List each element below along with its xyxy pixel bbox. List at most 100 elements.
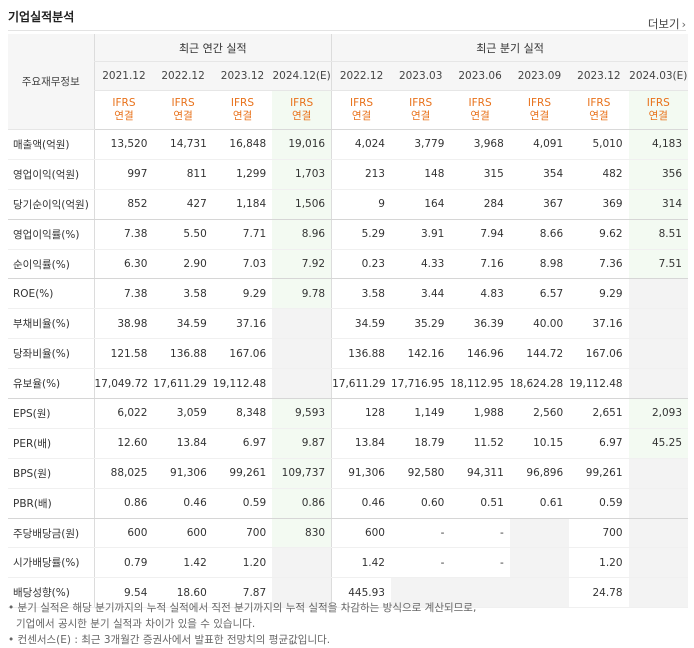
section-title: 기업실적분석: [8, 10, 75, 24]
table-cell: 109,737: [272, 458, 332, 489]
ifrs-label: IFRS 연결: [509, 90, 570, 130]
table-cell: 34.59: [153, 308, 213, 340]
group-annual: 최근 연간 실적: [93, 34, 332, 62]
table-cell: 0.59: [212, 488, 273, 519]
table-cell: 0.60: [390, 488, 451, 519]
table-cell: [272, 577, 332, 609]
period-header: 2023.06: [450, 61, 510, 91]
table-cell: 99,261: [212, 458, 273, 489]
table-cell: 1,506: [272, 189, 332, 220]
table-cell: 1,149: [390, 398, 451, 429]
table-row: ROE(%) 7.38 3.58 9.29 9.78 3.58 3.44 4.83 6.57 9.…: [8, 278, 688, 310]
table-cell: 0.59: [569, 488, 629, 519]
table-cell: 6.30: [93, 249, 154, 280]
table-cell: 7.71: [212, 219, 273, 250]
table-cell: 18,112.95: [450, 368, 510, 400]
table-cell: 38.98: [93, 308, 154, 340]
period-header: 2024.12(E): [272, 61, 332, 91]
ifrs-line1: IFRS: [230, 97, 255, 109]
table-cell: 0.61: [509, 488, 570, 519]
row-label: PBR(배): [8, 488, 94, 519]
table-cell: 9.29: [212, 278, 273, 310]
table-cell: [628, 518, 688, 549]
financial-table: 주요재무정보 최근 연간 실적 최근 분기 실적 2021.12 2022.12 2…: [8, 34, 688, 609]
table-cell: 0.51: [450, 488, 510, 519]
table-cell: -: [390, 547, 451, 579]
footnote-1-text: 분기 실적은 해당 분기까지의 누적 실적에서 직전 분기까지의 누적 실적을 …: [17, 602, 477, 614]
period-header: 2021.12: [93, 61, 154, 91]
table-cell: 91,306: [331, 458, 391, 489]
ifrs-line1: IFRS: [112, 97, 136, 109]
footnote-2: • 컨센서스(E) : 최근 3개월간 증권사에서 발표한 전망치의 평균값입니…: [8, 634, 331, 646]
footnote-1-cont: 기업에서 공시한 분기 실적과 차이가 있을 수 있습니다.: [16, 618, 256, 630]
table-cell: 8.66: [509, 219, 570, 250]
table-cell: 136.88: [153, 338, 213, 370]
table-cell: 7.16: [450, 249, 510, 280]
ifrs-line2: 연결: [470, 110, 490, 122]
table-cell: 1.20: [569, 547, 629, 579]
table-cell: 315: [450, 159, 510, 190]
ifrs-label: IFRS 연결: [569, 90, 629, 130]
table-cell: 9.78: [272, 278, 332, 310]
table-cell: 17,716.95: [390, 368, 451, 400]
table-cell: 17,049.72: [93, 368, 154, 400]
table-cell: 35.29: [390, 308, 451, 340]
more-link-label: 더보기: [647, 17, 680, 31]
table-cell: 367: [509, 189, 570, 220]
ifrs-label: IFRS 연결: [390, 90, 451, 130]
table-cell: 3.58: [153, 278, 213, 310]
table-cell: 37.16: [212, 308, 273, 340]
table-cell: 0.79: [93, 547, 154, 579]
table-cell: 18.60: [153, 577, 213, 609]
table-cell: 3.58: [331, 278, 391, 310]
period-header: 2022.12: [153, 61, 213, 91]
table-cell: 4,091: [509, 129, 570, 160]
table-row: 영업이익(억원) 997 811 1,299 1,703 213 148 315 354 482 3…: [8, 159, 688, 190]
table-cell: 19,016: [272, 129, 332, 160]
table-cell: 5,010: [569, 129, 629, 160]
table-cell: 354: [509, 159, 570, 190]
table-cell: 88,025: [93, 458, 154, 489]
table-row: 시가배당률(%) 0.79 1.42 1.20 1.42- -1.20: [8, 547, 688, 579]
table-cell: 997: [93, 159, 154, 190]
table-cell: 164: [390, 189, 451, 220]
table-cell: 2.90: [153, 249, 213, 280]
table-cell: 13.84: [153, 428, 213, 459]
ifrs-line2: 연결: [411, 110, 431, 122]
table-cell: 7.94: [450, 219, 510, 250]
section-header: 기업실적분석 더보기 ›: [8, 8, 686, 31]
table-cell: 445.93: [331, 577, 391, 609]
table-cell: [628, 368, 688, 400]
table-cell: 3,059: [153, 398, 213, 429]
ifrs-line1: IFRS: [171, 97, 195, 109]
table-cell: 6.97: [569, 428, 629, 459]
table-cell: 146.96: [450, 338, 510, 370]
table-cell: 369: [569, 189, 629, 220]
table-cell: 17,611.29: [153, 368, 213, 400]
table-cell: 34.59: [331, 308, 391, 340]
ifrs-line2: 연결: [589, 110, 609, 122]
table-cell: 0.86: [272, 488, 332, 519]
table-cell: 94,311: [450, 458, 510, 489]
table-cell: 13,520: [93, 129, 154, 160]
ifrs-label: IFRS 연결: [212, 90, 273, 130]
table-cell: 13.84: [331, 428, 391, 459]
row-label: 영업이익률(%): [8, 219, 94, 250]
table-cell: 1,703: [272, 159, 332, 190]
table-cell: 8.98: [509, 249, 570, 280]
table-cell: 19,112.48: [212, 368, 273, 400]
table-cell: 6.57: [509, 278, 570, 310]
period-row: 2021.12 2022.12 2023.12 2024.12(E) 2022.12 20…: [8, 61, 688, 91]
table-cell: 6.97: [212, 428, 273, 459]
row-label: 배당성향(%): [8, 577, 94, 609]
ifrs-label: IFRS 연결: [93, 90, 154, 130]
table-cell: 2,560: [509, 398, 570, 429]
more-link[interactable]: 더보기 ›: [648, 16, 686, 32]
table-row: EPS(원) 6,022 3,059 8,348 9,593 128 1,149 1,988 2…: [8, 398, 688, 429]
row-label: 유보율(%): [8, 368, 94, 400]
table-cell: 167.06: [212, 338, 273, 370]
footnote-2-text: 컨센서스(E) : 최근 3개월간 증권사에서 발표한 전망치의 평균값입니다.: [17, 634, 331, 646]
table-cell: 9: [331, 189, 391, 220]
table-cell: 8.96: [272, 219, 332, 250]
group-quarterly: 최근 분기 실적: [331, 34, 688, 62]
